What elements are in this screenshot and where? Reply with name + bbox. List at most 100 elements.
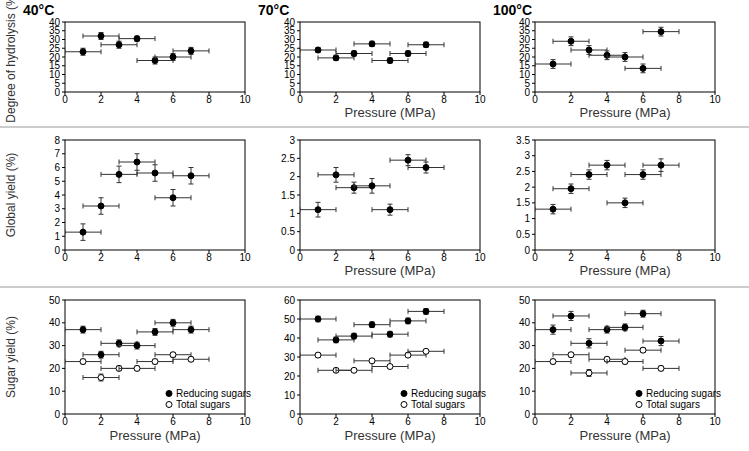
y-error-bar [316, 316, 321, 322]
y-error-bar [153, 359, 158, 364]
y-tick [532, 202, 535, 203]
x-error-bar [155, 352, 191, 357]
y-tick-label: 0 [289, 409, 295, 420]
data-point [134, 159, 140, 165]
x-error-bar [408, 42, 444, 47]
y-error-bar [551, 60, 556, 69]
x-error-bar [553, 352, 589, 357]
x-error-bar [372, 207, 408, 212]
y-tick-label: 2 [524, 182, 530, 193]
x-tick-label: 6 [640, 252, 646, 263]
x-tick-label: 4 [134, 416, 140, 427]
y-error-bar [659, 27, 664, 36]
data-point [387, 207, 393, 213]
data-area [65, 154, 209, 241]
data-point [351, 367, 357, 373]
y-tick [532, 48, 535, 49]
x-tick-label: 2 [333, 416, 339, 427]
y-tick-label: 3 [289, 135, 295, 146]
x-tick-label: 0 [532, 94, 538, 105]
y-tick [532, 218, 535, 219]
y-tick-label: 50 [49, 295, 61, 306]
x-error-bar [65, 49, 101, 54]
data-area [535, 27, 679, 73]
y-error-bar [659, 336, 664, 345]
x-error-bar [535, 327, 571, 332]
x-error-bar [408, 349, 444, 354]
y-tick-label: 0.5 [281, 226, 295, 237]
plot-frame [535, 22, 715, 92]
data-point [351, 333, 357, 339]
x-error-bar [607, 200, 643, 205]
x-error-bar [372, 58, 408, 63]
y-tick [532, 322, 535, 323]
x-tick-label: 10 [709, 252, 721, 263]
data-point [387, 364, 393, 370]
y-tick-label: 0 [524, 245, 530, 256]
x-error-bar [101, 172, 137, 177]
x-error-bar [137, 359, 173, 364]
data-point [640, 347, 646, 353]
data-point [423, 348, 429, 354]
data-point [586, 340, 592, 346]
y-tick [62, 48, 65, 49]
x-error-bar [625, 311, 661, 316]
data-point [315, 47, 321, 53]
y-error-bar [99, 198, 104, 215]
data-point [369, 41, 375, 47]
y-tick [297, 176, 300, 177]
y-tick-label: 2.5 [516, 166, 530, 177]
x-error-bar [300, 317, 336, 322]
plot-frame [65, 22, 245, 92]
y-tick [62, 22, 65, 23]
legend-label: Total sugars [646, 399, 700, 410]
y-tick [62, 167, 65, 168]
data-point [658, 29, 664, 35]
x-error-bar [173, 48, 209, 53]
data-area [300, 308, 444, 373]
data-point [116, 42, 122, 48]
data-point [550, 61, 556, 67]
x-tick-label: 2 [568, 252, 574, 263]
x-error-bar [535, 359, 571, 364]
y-tick [532, 368, 535, 369]
x-axis-label: Pressure (MPa) [579, 105, 670, 120]
y-error-bar [334, 168, 339, 183]
data-point [550, 206, 556, 212]
data-point [405, 157, 411, 163]
x-tick-label: 4 [134, 94, 140, 105]
y-tick-label: 10 [49, 386, 61, 397]
y-error-bar [352, 51, 357, 56]
x-tick-label: 6 [640, 416, 646, 427]
y-tick [297, 83, 300, 84]
y-tick-label: 0 [54, 245, 60, 256]
y-error-bar [659, 159, 664, 172]
y-tick [532, 74, 535, 75]
data-area [300, 41, 444, 64]
y-tick [297, 57, 300, 58]
y-error-bar [81, 326, 86, 333]
panel: 05101520253035400246810Pressure (MPa)100… [493, 2, 721, 120]
x-tick-label: 4 [604, 252, 610, 263]
legend-marker [636, 402, 642, 408]
data-point [568, 313, 574, 319]
y-tick-label: 1.5 [516, 197, 530, 208]
data-point [387, 331, 393, 337]
x-error-bar [173, 327, 209, 332]
y-tick [62, 300, 65, 301]
y-error-bar [641, 348, 646, 353]
legend-label: Total sugars [176, 399, 230, 410]
y-tick [532, 171, 535, 172]
x-error-bar [155, 320, 191, 325]
y-error-bar [551, 359, 556, 364]
data-point [405, 318, 411, 324]
y-tick-label: 60 [284, 295, 296, 306]
data-point [80, 229, 86, 235]
x-error-bar [137, 171, 173, 176]
data-point [170, 54, 176, 60]
data-area [300, 155, 444, 217]
x-tick-label: 4 [369, 94, 375, 105]
y-tick [62, 345, 65, 346]
x-tick-label: 4 [604, 94, 610, 105]
x-tick-label: 2 [333, 94, 339, 105]
